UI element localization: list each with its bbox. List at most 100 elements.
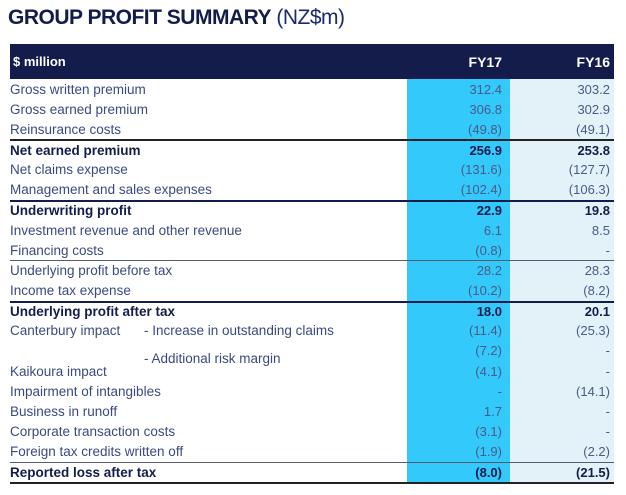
row-label-text: Investment revenue and other revenue: [10, 222, 242, 238]
fy16-value: 8.5: [591, 222, 610, 238]
table-row: Gross earned premium 306.8 302.9: [10, 99, 614, 119]
row-label-text: Underlying profit before tax: [10, 263, 173, 279]
table-header: $ million FY17 FY16: [10, 44, 614, 79]
row-label-text: Corporate transaction costs: [10, 423, 176, 439]
row-label: Foreign tax credits written off: [10, 444, 407, 459]
fy17-value: -: [497, 383, 502, 399]
fy17-value: 18.0: [476, 304, 502, 320]
row-label-text: Impairment of intangibles: [10, 383, 161, 399]
row-label: Underlying profit after tax: [10, 304, 407, 319]
row-label: Net claims expense: [10, 162, 407, 177]
row-label: Underwriting profit: [10, 203, 407, 218]
row-label: Net earned premium: [10, 143, 407, 158]
table-row: Corporate transaction costs (3.1) -: [10, 421, 614, 441]
title-main: GROUP PROFIT SUMMARY: [8, 6, 272, 29]
row-label-text: Income tax expense: [10, 282, 131, 298]
fy17-value: 256.9: [469, 142, 502, 158]
row-label-text: Business in runoff: [10, 403, 118, 419]
fy16-value: (49.1): [576, 121, 610, 137]
row-label-text: Underlying profit after tax: [10, 304, 176, 320]
fy16-value: 20.1: [584, 304, 610, 320]
fy16-value: -: [605, 343, 610, 359]
row-label: Underlying profit before tax: [10, 263, 407, 278]
fy17-value: (1.9): [475, 444, 502, 460]
row-label: Canterbury impact - Increase in outstandi…: [10, 323, 407, 338]
row-label: Income tax expense: [10, 283, 407, 298]
fy17-value: (0.8): [475, 242, 502, 258]
fy16-value: 19.8: [584, 203, 610, 219]
fy17-value: 6.1: [483, 222, 502, 238]
table-row: Income tax expense (10.2) (8.2): [10, 280, 614, 300]
page-title: GROUP PROFIT SUMMARY (NZ$m): [8, 6, 345, 30]
fy16-value: (21.5): [576, 464, 610, 480]
row-label-text: Reported loss after tax: [10, 464, 157, 480]
fy16-value: 302.9: [577, 101, 610, 117]
row-label: Reinsurance costs: [10, 122, 407, 137]
table-row: Impairment of intangibles - (14.1): [10, 381, 614, 401]
table-row: Kaikoura impact (4.1) -: [10, 361, 614, 381]
header-fy16: FY16: [576, 53, 610, 70]
row-label: Investment revenue and other revenue: [10, 223, 407, 238]
table-row: Gross written premium 312.4 303.2: [10, 79, 614, 99]
fy16-value: -: [605, 363, 610, 379]
fy16-value: -: [605, 403, 610, 419]
table-row: Net earned premium 256.9 253.8: [10, 139, 614, 159]
fy16-value: (2.2): [583, 444, 610, 460]
fy16-value: (25.3): [576, 323, 610, 339]
fy16-value: 303.2: [577, 81, 610, 97]
row-label: Management and sales expenses: [10, 182, 407, 197]
table-row: Underlying profit after tax 18.0 20.1: [10, 300, 614, 321]
table-row: - Additional risk margin (7.2) -: [10, 341, 614, 366]
fy17-value: 306.8: [469, 101, 502, 117]
row-label-text: Management and sales expenses: [10, 182, 212, 198]
fy17-value: 22.9: [476, 203, 502, 219]
row-label: Kaikoura impact: [10, 364, 407, 379]
table-row: Foreign tax credits written off (1.9) (2.2…: [10, 442, 614, 462]
table-row: Financing costs (0.8) -: [10, 240, 614, 260]
fy17-value: (10.2): [468, 282, 502, 298]
table-body: Gross written premium 312.4 303.2 Gross ear…: [10, 79, 614, 484]
table-bottom-border: [10, 481, 614, 484]
row-label: Business in runoff: [10, 404, 407, 419]
profit-summary-table: $ million FY17 FY16 Gross written premiu…: [10, 44, 614, 484]
fy16-value: (127.7): [568, 162, 610, 178]
table-row: Reported loss after tax (8.0) (21.5): [10, 461, 614, 482]
row-label-text: Canterbury impact: [10, 323, 121, 339]
fy17-column-highlight: [407, 79, 510, 484]
row-label: Impairment of intangibles: [10, 384, 407, 399]
row-label-text: Net claims expense: [10, 162, 128, 178]
row-label: Gross written premium: [10, 82, 407, 97]
row-label-text: Foreign tax credits written off: [10, 444, 184, 460]
row-label-text: Net earned premium: [10, 142, 141, 158]
fy17-value: (49.8): [468, 121, 502, 137]
fy16-value: (14.1): [576, 383, 610, 399]
fy17-value: 312.4: [469, 81, 502, 97]
header-fy17: FY17: [468, 53, 502, 70]
table-row: Underlying profit before tax 28.2 28.3: [10, 260, 614, 280]
row-label-text: Financing costs: [10, 242, 104, 258]
fy16-column-highlight: [510, 79, 614, 484]
row-label: Reported loss after tax: [10, 465, 407, 480]
fy16-value: (106.3): [568, 182, 610, 198]
fy17-value: 1.7: [483, 403, 502, 419]
row-label-text: Gross written premium: [10, 81, 146, 97]
table-row: Reinsurance costs (49.8) (49.1): [10, 119, 614, 139]
row-label-text: Underwriting profit: [10, 203, 132, 219]
row-label-text: Reinsurance costs: [10, 121, 122, 137]
table-row: Net claims expense (131.6) (127.7): [10, 160, 614, 180]
table-row: Management and sales expenses (102.4) (106…: [10, 180, 614, 200]
row-sub-label: - Additional risk margin: [144, 350, 281, 366]
table-row: Business in runoff 1.7 -: [10, 401, 614, 421]
table-row: Investment revenue and other revenue 6.1 8…: [10, 220, 614, 240]
row-label: Gross earned premium: [10, 102, 407, 117]
fy16-value: (8.2): [583, 282, 610, 298]
row-label-text: Kaikoura impact: [10, 363, 107, 379]
row-sub-label: - Increase in outstanding claims: [144, 323, 334, 339]
fy17-value: (4.1): [475, 363, 502, 379]
fy16-value: 28.3: [584, 263, 610, 279]
fy16-value: 253.8: [577, 142, 610, 158]
fy17-value: (3.1): [475, 423, 502, 439]
fy17-value: (8.0): [475, 464, 502, 480]
fy17-value: (131.6): [460, 162, 502, 178]
row-label-text: Gross earned premium: [10, 101, 149, 117]
